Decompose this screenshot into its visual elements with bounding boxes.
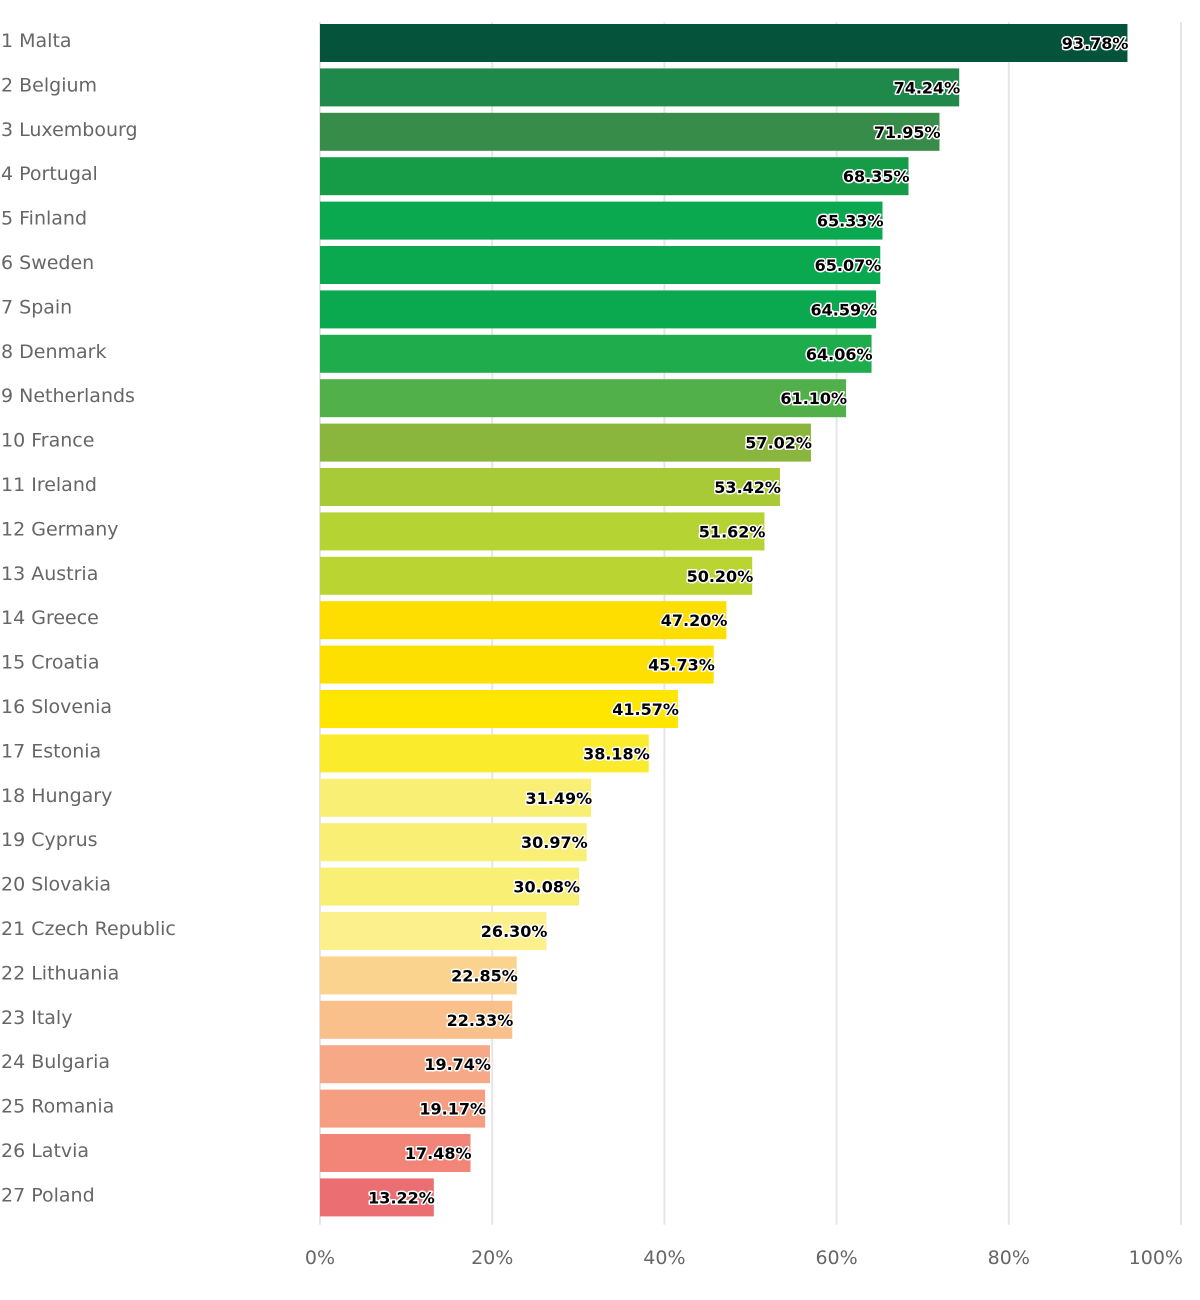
category-label: 24 Bulgaria — [1, 1051, 110, 1073]
data-label: 65.33% — [817, 212, 884, 231]
data-label: 41.57% — [612, 700, 679, 719]
data-label: 64.06% — [806, 345, 873, 364]
data-label: 68.35% — [843, 167, 910, 186]
category-label: 22 Lithuania — [1, 962, 119, 984]
bars — [320, 24, 1128, 1217]
bar[interactable] — [320, 778, 592, 817]
bar[interactable] — [320, 823, 587, 862]
bar[interactable] — [320, 690, 678, 728]
category-label: 10 France — [1, 430, 94, 452]
bar[interactable] — [320, 1000, 513, 1039]
category-label: 27 Poland — [1, 1184, 95, 1206]
bar[interactable] — [320, 1045, 490, 1084]
category-label: 23 Italy — [1, 1007, 72, 1029]
category-label: 8 Denmark — [1, 341, 106, 363]
category-label: 6 Sweden — [1, 252, 94, 274]
category-label: 14 Greece — [1, 607, 99, 629]
category-label: 5 Finland — [1, 208, 87, 230]
data-label: 19.74% — [424, 1055, 491, 1074]
bar[interactable] — [320, 1089, 486, 1128]
data-label: 57.02% — [745, 434, 812, 453]
data-labels: 93.78% 74.24% 71.95% 68.35% 65.33% 65.07% 64.5… — [367, 33, 1130, 1209]
data-label: 13.22% — [368, 1188, 435, 1207]
data-label: 71.95% — [874, 123, 941, 142]
data-label: 19.17% — [419, 1100, 486, 1119]
category-label: 18 Hungary — [1, 785, 112, 807]
data-label: 38.18% — [583, 744, 650, 763]
bar[interactable] — [320, 246, 881, 284]
data-label: 53.42% — [714, 478, 781, 497]
x-axis-ticks: 0% 20% 40% 60% 80% 100% — [305, 1247, 1183, 1269]
category-label: 12 Germany — [1, 518, 119, 540]
bar[interactable] — [320, 334, 872, 373]
bar[interactable] — [320, 68, 960, 107]
category-label: 13 Austria — [1, 563, 98, 585]
category-label: 9 Netherlands — [1, 385, 135, 407]
bar[interactable] — [320, 379, 847, 418]
category-label: 25 Romania — [1, 1096, 114, 1118]
data-label: 22.85% — [451, 966, 518, 985]
bar[interactable] — [320, 956, 517, 995]
x-tick-label: 80% — [988, 1247, 1030, 1269]
data-label: 65.07% — [815, 256, 882, 275]
bar[interactable] — [320, 734, 649, 773]
category-label: 1 Malta — [1, 30, 72, 52]
data-label: 17.48% — [405, 1144, 472, 1163]
bar[interactable] — [320, 24, 1128, 62]
category-label: 17 Estonia — [1, 740, 101, 762]
category-label: 21 Czech Republic — [1, 918, 176, 940]
data-label: 31.49% — [525, 789, 592, 808]
data-label: 93.78% — [1062, 34, 1129, 53]
x-tick-label: 20% — [471, 1247, 513, 1269]
data-label: 26.30% — [481, 922, 548, 941]
category-label: 4 Portugal — [1, 163, 98, 185]
data-label: 64.59% — [810, 300, 877, 319]
category-label: 19 Cyprus — [1, 829, 98, 851]
data-label: 74.24% — [894, 78, 961, 97]
category-label: 11 Ireland — [1, 474, 97, 496]
category-label: 26 Latvia — [1, 1140, 89, 1162]
data-label: 30.08% — [513, 878, 580, 897]
category-labels: 1 Malta 2 Belgium 3 Luxembourg 4 Portugal 5 … — [1, 30, 176, 1206]
x-tick-label: 60% — [815, 1247, 857, 1269]
category-label: 2 Belgium — [1, 74, 97, 96]
bar[interactable] — [320, 601, 727, 640]
data-label: 51.62% — [699, 522, 766, 541]
bar[interactable] — [320, 867, 579, 906]
bar[interactable] — [320, 201, 883, 240]
bar[interactable] — [320, 512, 765, 551]
data-label: 22.33% — [447, 1011, 514, 1030]
x-tick-label: 100% — [1129, 1247, 1183, 1269]
category-label: 7 Spain — [1, 296, 72, 318]
data-label: 30.97% — [521, 833, 588, 852]
category-label: 16 Slovenia — [1, 696, 112, 718]
x-tick-label: 40% — [643, 1247, 685, 1269]
bar[interactable] — [320, 1178, 434, 1217]
bar[interactable] — [320, 1134, 471, 1172]
bar[interactable] — [320, 556, 753, 595]
bar[interactable] — [320, 423, 811, 462]
bar[interactable] — [320, 912, 547, 950]
bar[interactable] — [320, 645, 714, 684]
data-label: 45.73% — [648, 656, 715, 675]
bar[interactable] — [320, 290, 877, 329]
bar[interactable] — [320, 157, 909, 196]
category-label: 20 Slovakia — [1, 874, 111, 896]
category-label: 15 Croatia — [1, 652, 100, 674]
x-tick-label: 0% — [305, 1247, 335, 1269]
data-label: 50.20% — [687, 567, 754, 586]
data-label: 61.10% — [780, 389, 847, 408]
data-label: 47.20% — [661, 611, 728, 630]
bar[interactable] — [320, 468, 780, 506]
category-label: 3 Luxembourg — [1, 119, 138, 141]
bar[interactable] — [320, 112, 940, 151]
